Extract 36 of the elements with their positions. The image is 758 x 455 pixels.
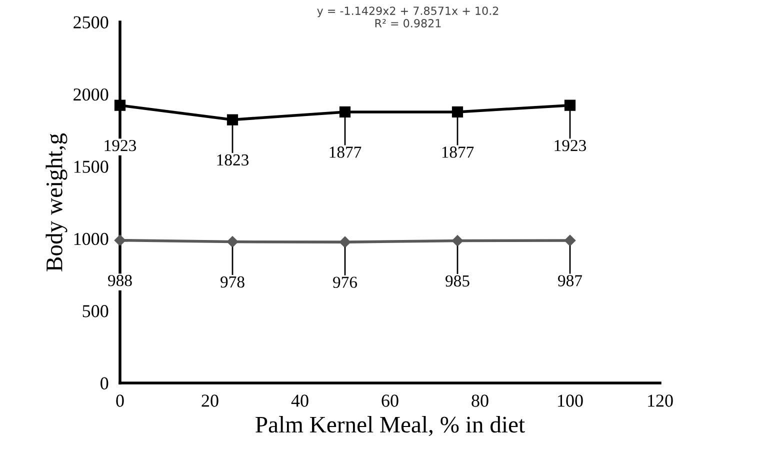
- x-tick-label: 40: [291, 394, 308, 407]
- point: [339, 236, 351, 248]
- y-tick-label: 2000: [74, 88, 108, 101]
- point: [339, 106, 351, 118]
- data-label: 987: [558, 275, 582, 286]
- data-label: 1877: [330, 146, 362, 158]
- data-label: 978: [220, 276, 244, 288]
- x-tick-label: 60: [382, 394, 398, 407]
- y-tick-label: 2500: [74, 16, 108, 28]
- x-tick-label: 120: [648, 394, 673, 407]
- y-tick-label: 0: [100, 377, 108, 390]
- x-tick-label: 100: [558, 394, 583, 407]
- point: [114, 100, 126, 111]
- data-label: 1923: [104, 140, 136, 152]
- point: [564, 234, 576, 246]
- y-tick-label: 500: [82, 305, 108, 318]
- point: [226, 114, 238, 126]
- x-tick-label: 80: [472, 394, 488, 407]
- point: [226, 236, 238, 248]
- data-label: 976: [333, 276, 358, 288]
- data-label: 985: [446, 275, 470, 287]
- data-label: 1877: [442, 146, 474, 158]
- x-tick-label: 20: [202, 394, 218, 407]
- annotation: y = -1.1429x2 + 7.8571x + 10.2 R² = 0.9821: [317, 6, 498, 28]
- point: [114, 234, 126, 246]
- data-label: 1823: [217, 154, 249, 166]
- point: [452, 235, 464, 246]
- data-label: 1923: [554, 140, 586, 152]
- y-axis-title: Body weight,g: [46, 133, 68, 272]
- point: [564, 100, 576, 111]
- point: [452, 106, 464, 118]
- y-tick-label: 1500: [74, 160, 108, 173]
- x-axis-title: Palm Kernel Meal, % in diet: [256, 416, 525, 436]
- x-tick-label: 0: [116, 394, 124, 407]
- data-label: 988: [108, 274, 132, 286]
- y-tick-label: 1000: [74, 232, 108, 246]
